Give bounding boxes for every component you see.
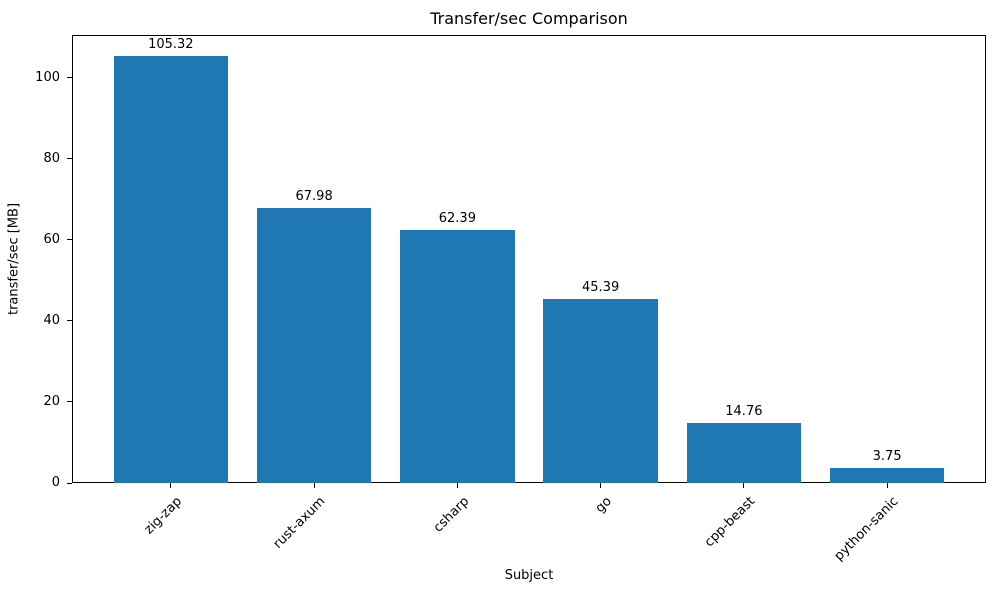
x-tick-mark (456, 483, 458, 488)
bar-rust-axum (256, 207, 372, 483)
x-tick-label-csharp: csharp (430, 494, 472, 536)
chart-title: Transfer/sec Comparison (430, 9, 628, 28)
bar-value-label-python-sanic: 3.75 (872, 448, 902, 464)
y-tick-label-60: 60 (43, 231, 60, 247)
x-tick-label-go: go (593, 494, 616, 517)
y-tick-label-0: 0 (51, 475, 60, 490)
y-tick-label-20: 20 (43, 393, 60, 409)
x-tick-label-cpp-beast: cpp-beast (702, 494, 759, 551)
x-axis-label: Subject (504, 568, 554, 583)
bar-python-sanic (829, 467, 945, 483)
y-tick-mark (67, 77, 72, 79)
bar-value-label-cpp-beast: 14.76 (725, 404, 763, 420)
bar-value-label-go: 45.39 (582, 280, 620, 296)
bar-cpp-beast (686, 423, 802, 483)
bar-value-label-rust-axum: 67.98 (295, 188, 333, 204)
x-tick-mark (600, 483, 602, 488)
y-tick-mark (67, 158, 72, 160)
x-tick-label-python-sanic: python-sanic (831, 494, 902, 564)
y-tick-mark (67, 239, 72, 241)
x-tick-mark (170, 483, 172, 488)
bar-csharp (400, 230, 515, 483)
x-tick-mark (313, 483, 315, 488)
x-tick-label-rust-axum: rust-axum (270, 494, 329, 552)
bar-value-label-zig-zap: 105.32 (148, 37, 194, 53)
x-tick-mark (886, 483, 888, 488)
bar-value-label-csharp: 62.39 (438, 211, 476, 227)
x-tick-mark (743, 483, 745, 488)
y-tick-label-40: 40 (43, 312, 60, 328)
bar-zig-zap (113, 56, 229, 483)
x-tick-label-zig-zap: zig-zap (142, 494, 186, 538)
y-tick-label-100: 100 (35, 69, 60, 85)
y-tick-mark (67, 482, 72, 484)
bar-go (543, 299, 658, 483)
y-axis-label: transfer/sec [MB] (6, 202, 22, 316)
y-tick-mark (67, 320, 72, 322)
y-tick-mark (67, 401, 72, 403)
y-tick-label-80: 80 (43, 150, 60, 166)
